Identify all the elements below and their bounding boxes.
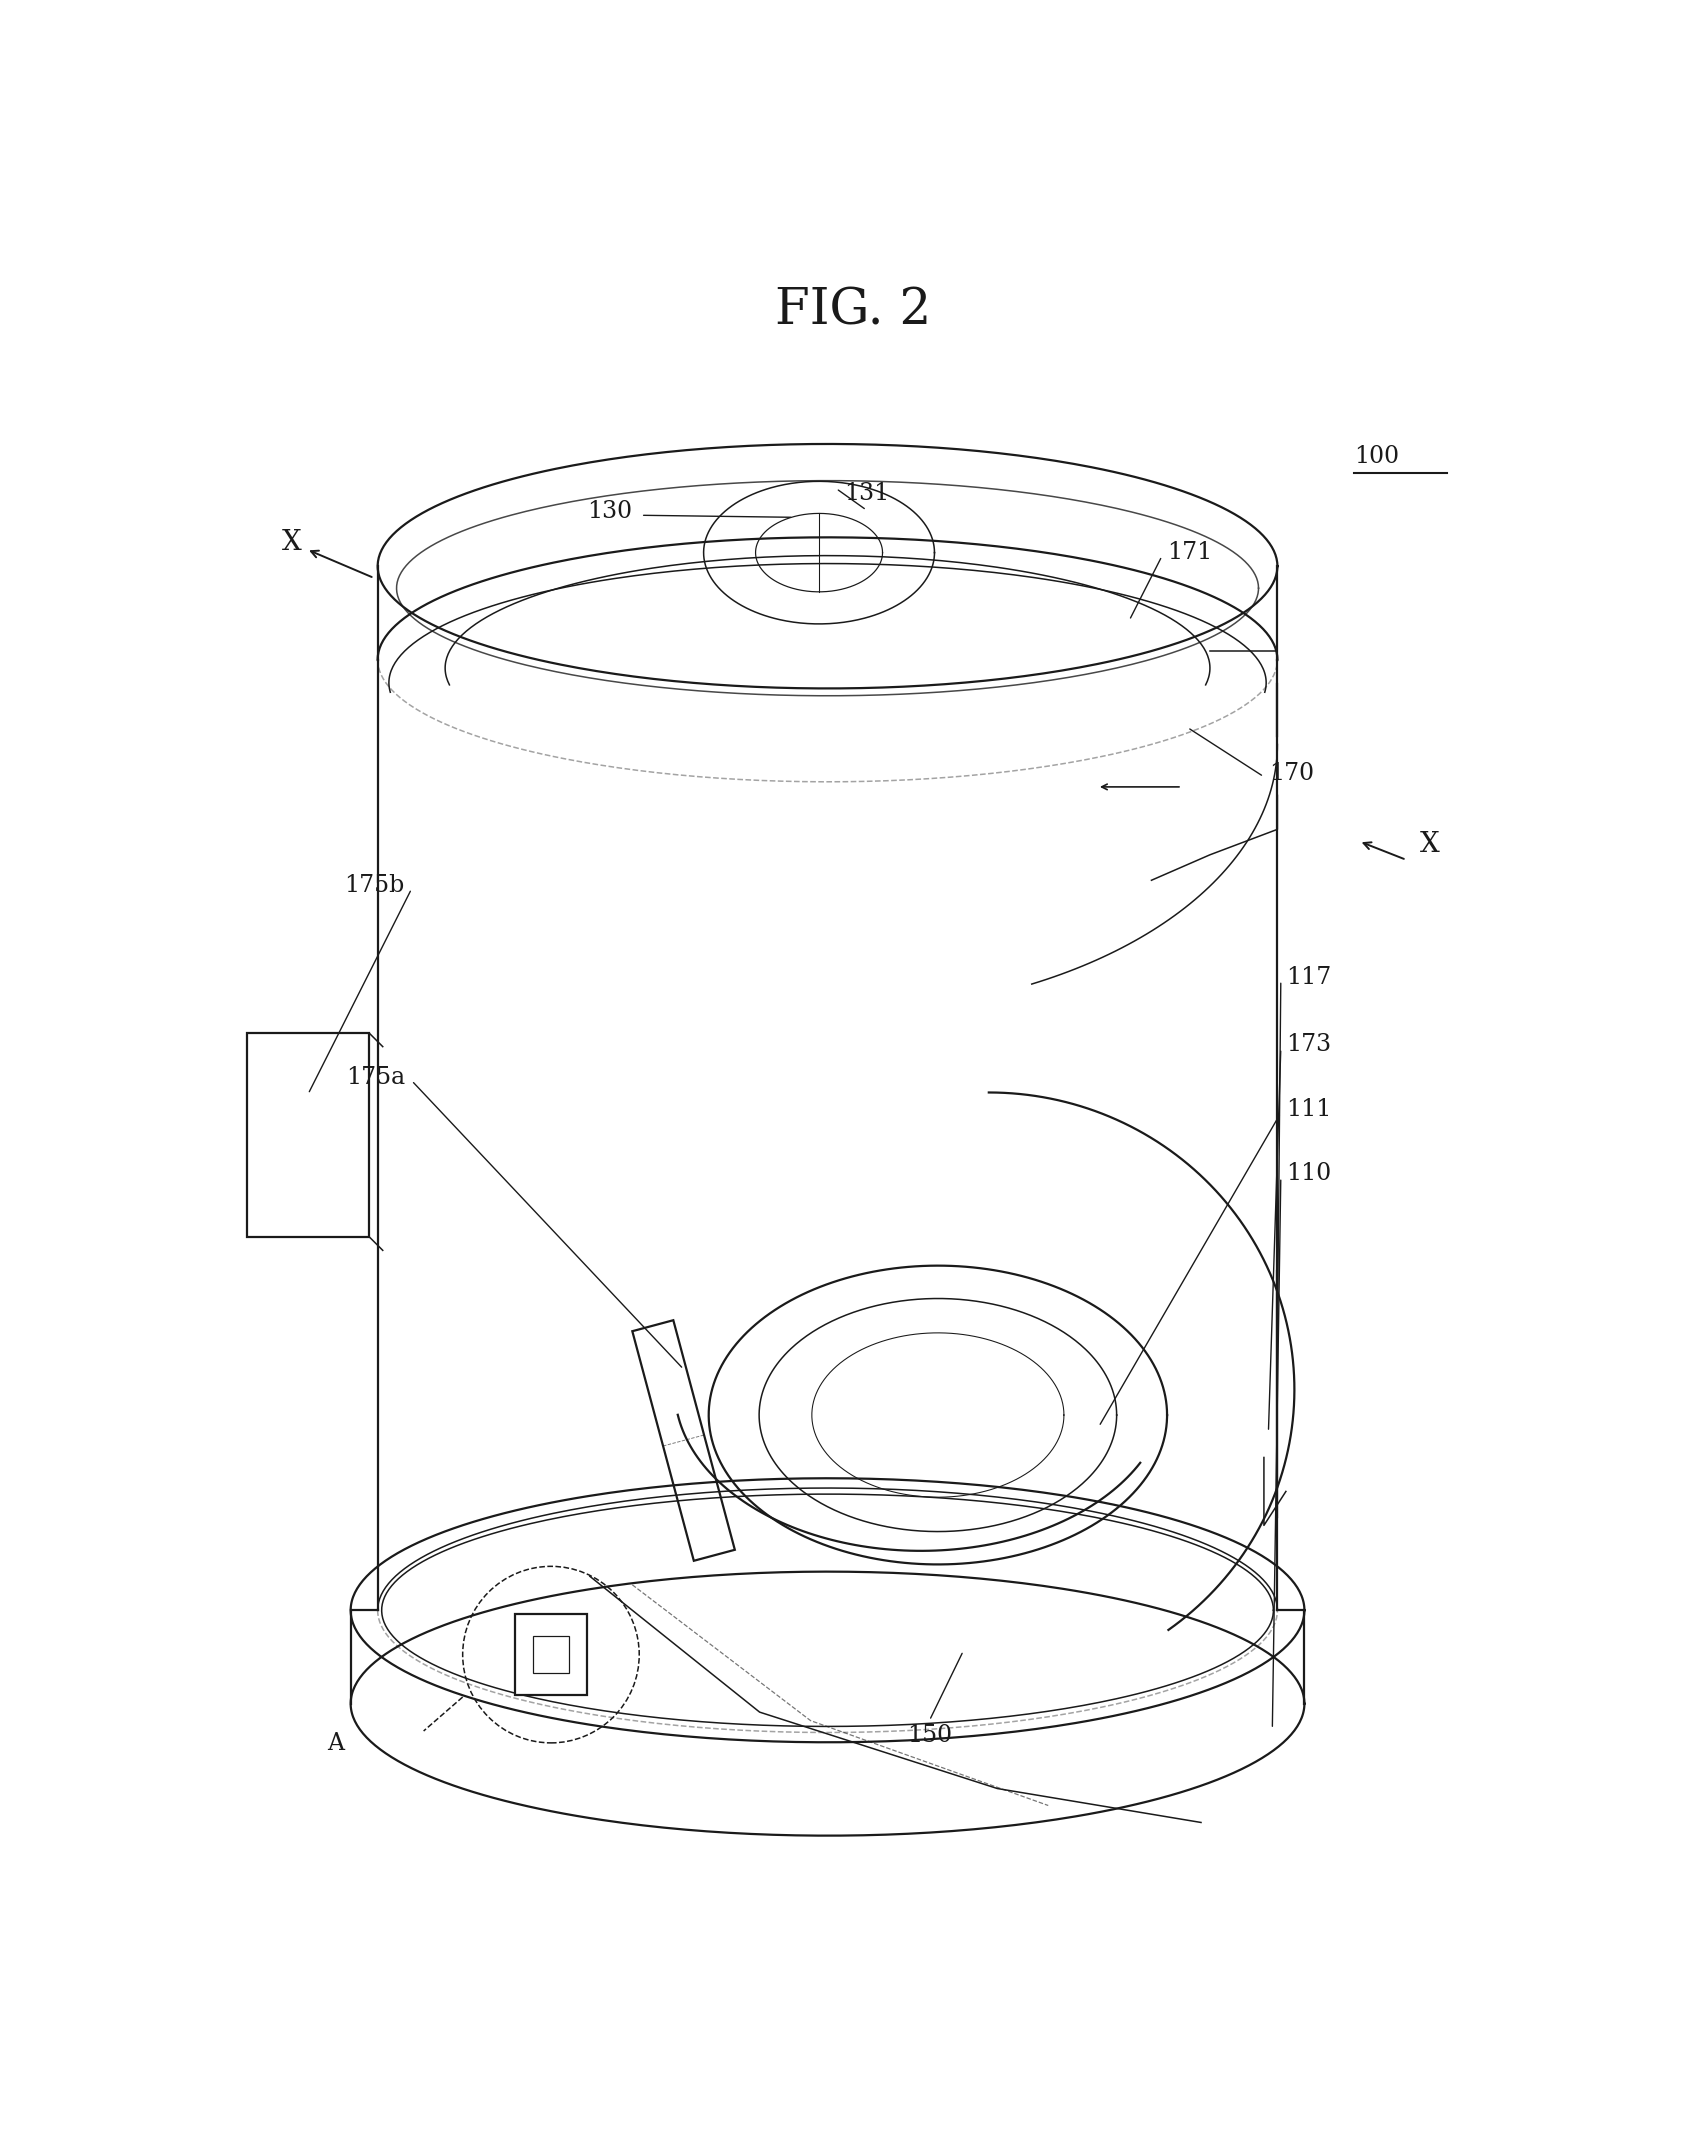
Text: 173: 173 bbox=[1286, 1032, 1330, 1056]
Text: A: A bbox=[327, 1732, 343, 1755]
Text: 111: 111 bbox=[1286, 1097, 1330, 1121]
Text: 171: 171 bbox=[1166, 542, 1212, 564]
Text: 130: 130 bbox=[587, 501, 633, 523]
Text: 150: 150 bbox=[907, 1723, 951, 1747]
Text: X: X bbox=[1419, 830, 1439, 858]
Text: 175b: 175b bbox=[344, 873, 404, 897]
Text: FIG. 2: FIG. 2 bbox=[774, 286, 931, 336]
Text: 131: 131 bbox=[844, 482, 888, 505]
Text: X: X bbox=[281, 529, 302, 555]
Text: 175a: 175a bbox=[346, 1065, 404, 1088]
Text: 170: 170 bbox=[1269, 761, 1313, 785]
Polygon shape bbox=[515, 1613, 587, 1695]
Text: 110: 110 bbox=[1286, 1162, 1330, 1185]
Text: 117: 117 bbox=[1286, 966, 1330, 989]
Text: 100: 100 bbox=[1354, 445, 1398, 467]
